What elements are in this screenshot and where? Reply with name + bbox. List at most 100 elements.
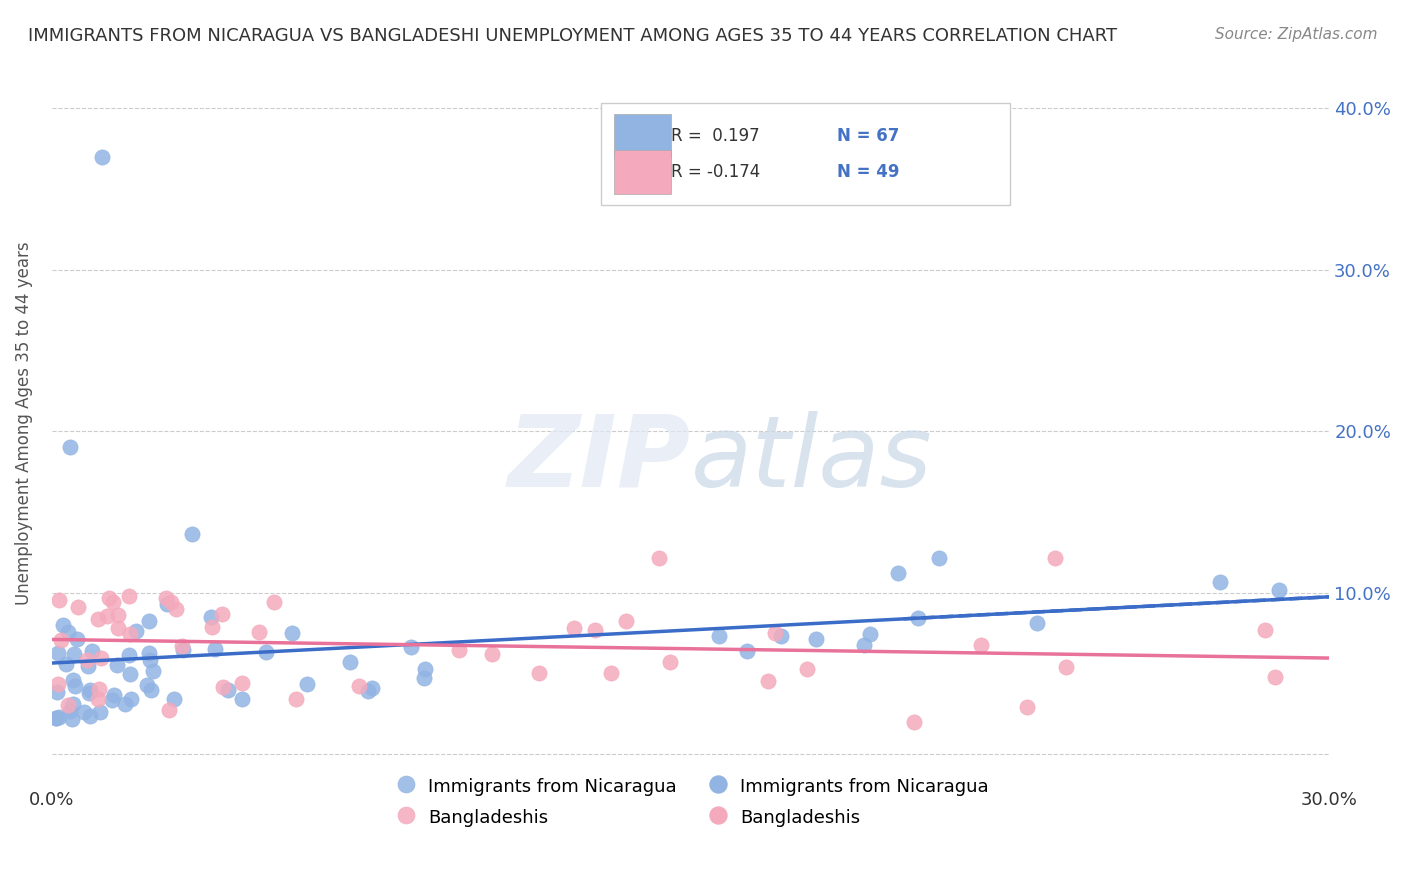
Immigrants from Nicaragua — [181, 526, 204, 541]
Immigrants from Nicaragua — [357, 683, 380, 698]
Bangladeshis — [159, 595, 181, 609]
Bangladeshis — [211, 607, 233, 622]
Bangladeshis — [87, 692, 110, 706]
Immigrants from Nicaragua — [339, 655, 361, 669]
Immigrants from Nicaragua — [163, 691, 186, 706]
Bangladeshis — [247, 624, 270, 639]
Bangladeshis — [101, 595, 124, 609]
Immigrants from Nicaragua — [120, 692, 142, 706]
Immigrants from Nicaragua — [55, 657, 77, 671]
Immigrants from Nicaragua — [59, 704, 82, 718]
Immigrants from Nicaragua — [60, 712, 83, 726]
Immigrants from Nicaragua — [887, 566, 910, 580]
Immigrants from Nicaragua — [45, 711, 67, 725]
Bangladeshis — [157, 702, 180, 716]
Bangladeshis — [90, 651, 112, 665]
Bangladeshis — [231, 676, 253, 690]
Bangladeshis — [155, 591, 177, 605]
Bangladeshis — [211, 681, 233, 695]
FancyBboxPatch shape — [614, 114, 671, 158]
Bangladeshis — [1043, 550, 1066, 565]
Immigrants from Nicaragua — [114, 698, 136, 712]
Immigrants from Nicaragua — [413, 662, 436, 676]
Immigrants from Nicaragua — [45, 711, 67, 725]
Immigrants from Nicaragua — [138, 646, 160, 660]
Immigrants from Nicaragua — [1268, 582, 1291, 597]
Text: R = -0.174: R = -0.174 — [671, 163, 761, 181]
Immigrants from Nicaragua — [141, 682, 163, 697]
Bangladeshis — [67, 600, 90, 615]
Bangladeshis — [1264, 670, 1286, 684]
Bangladeshis — [118, 626, 141, 640]
Immigrants from Nicaragua — [65, 679, 87, 693]
Immigrants from Nicaragua — [46, 646, 69, 660]
Immigrants from Nicaragua — [56, 625, 79, 640]
Bangladeshis — [118, 589, 141, 603]
Immigrants from Nicaragua — [77, 685, 100, 699]
Immigrants from Nicaragua — [709, 629, 731, 643]
Bangladeshis — [614, 614, 637, 628]
Immigrants from Nicaragua — [90, 149, 112, 163]
Immigrants from Nicaragua — [254, 645, 277, 659]
Immigrants from Nicaragua — [80, 644, 103, 658]
Immigrants from Nicaragua — [907, 611, 929, 625]
Bangladeshis — [49, 633, 72, 648]
Immigrants from Nicaragua — [200, 609, 222, 624]
Bangladeshis — [481, 647, 503, 661]
Immigrants from Nicaragua — [361, 681, 384, 696]
Immigrants from Nicaragua — [852, 638, 875, 652]
Immigrants from Nicaragua — [1026, 616, 1049, 631]
Immigrants from Nicaragua — [66, 632, 89, 647]
Immigrants from Nicaragua — [204, 641, 226, 656]
Immigrants from Nicaragua — [45, 684, 67, 698]
Text: R =  0.197: R = 0.197 — [671, 127, 761, 145]
FancyBboxPatch shape — [602, 103, 1010, 205]
Immigrants from Nicaragua — [297, 677, 319, 691]
Bangladeshis — [96, 609, 118, 624]
Bangladeshis — [903, 715, 925, 730]
Immigrants from Nicaragua — [79, 682, 101, 697]
Legend: Immigrants from Nicaragua, Bangladeshis, Immigrants from Nicaragua, Bangladeshis: Immigrants from Nicaragua, Bangladeshis,… — [385, 768, 995, 836]
Immigrants from Nicaragua — [79, 708, 101, 723]
Bangladeshis — [56, 698, 79, 712]
Text: Source: ZipAtlas.com: Source: ZipAtlas.com — [1215, 27, 1378, 42]
Bangladeshis — [763, 626, 786, 640]
Immigrants from Nicaragua — [141, 665, 163, 679]
Immigrants from Nicaragua — [136, 678, 159, 692]
Immigrants from Nicaragua — [928, 551, 950, 566]
Immigrants from Nicaragua — [125, 624, 148, 638]
Y-axis label: Unemployment Among Ages 35 to 44 years: Unemployment Among Ages 35 to 44 years — [15, 241, 32, 605]
Immigrants from Nicaragua — [156, 597, 179, 611]
Bangladeshis — [87, 681, 110, 696]
Immigrants from Nicaragua — [859, 627, 882, 641]
Bangladeshis — [347, 679, 370, 693]
Bangladeshis — [46, 677, 69, 691]
Bangladeshis — [583, 623, 606, 637]
Immigrants from Nicaragua — [769, 629, 792, 643]
Bangladeshis — [1015, 699, 1038, 714]
Bangladeshis — [599, 665, 621, 680]
Immigrants from Nicaragua — [48, 709, 70, 723]
Bangladeshis — [76, 652, 98, 666]
Immigrants from Nicaragua — [412, 671, 434, 685]
Bangladeshis — [107, 607, 129, 622]
Immigrants from Nicaragua — [72, 705, 94, 719]
Bangladeshis — [87, 612, 110, 626]
Immigrants from Nicaragua — [280, 625, 302, 640]
Bangladeshis — [285, 692, 308, 706]
Immigrants from Nicaragua — [62, 647, 84, 661]
Bangladeshis — [172, 639, 194, 653]
Immigrants from Nicaragua — [1209, 575, 1232, 590]
Bangladeshis — [796, 662, 818, 676]
Bangladeshis — [970, 638, 993, 652]
Immigrants from Nicaragua — [105, 658, 128, 673]
Bangladeshis — [648, 551, 671, 566]
Bangladeshis — [201, 620, 224, 634]
Bangladeshis — [447, 643, 470, 657]
Immigrants from Nicaragua — [62, 697, 84, 711]
Immigrants from Nicaragua — [399, 640, 422, 654]
Bangladeshis — [562, 621, 585, 635]
Immigrants from Nicaragua — [117, 648, 139, 662]
Immigrants from Nicaragua — [118, 667, 141, 681]
Immigrants from Nicaragua — [52, 617, 75, 632]
